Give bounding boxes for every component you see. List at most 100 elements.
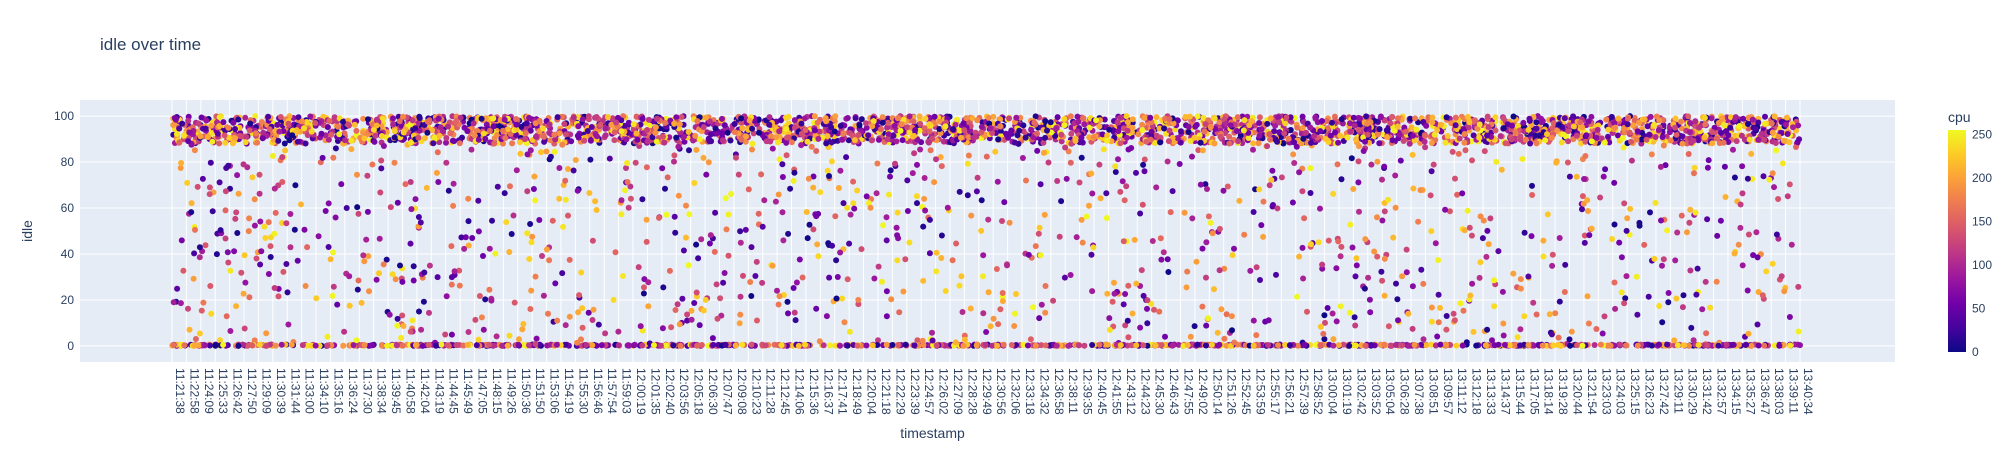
data-point [453, 342, 460, 348]
data-point [926, 121, 933, 128]
data-point [1519, 156, 1526, 162]
data-point [279, 179, 286, 185]
data-point [1344, 134, 1351, 141]
data-point [1399, 273, 1406, 280]
data-point [783, 139, 790, 146]
data-point [263, 330, 270, 337]
data-point [1317, 323, 1324, 330]
data-point [1605, 126, 1612, 133]
data-point [1755, 342, 1762, 349]
data-point [1720, 139, 1727, 146]
data-point [377, 189, 384, 196]
data-point [419, 342, 426, 349]
data-point [278, 341, 285, 348]
data-point [1660, 256, 1667, 263]
data-point [999, 290, 1006, 296]
data-point [1561, 289, 1568, 295]
data-point [1533, 140, 1540, 147]
data-point [1739, 163, 1746, 170]
data-point [1620, 144, 1627, 151]
data-point [1360, 148, 1367, 154]
data-point [489, 217, 495, 224]
data-point [649, 134, 656, 141]
data-point [253, 255, 260, 262]
data-point [602, 125, 609, 132]
data-point [1330, 336, 1337, 343]
data-point [303, 119, 310, 125]
data-point [274, 121, 281, 128]
data-point [846, 328, 853, 335]
data-point [1459, 190, 1466, 197]
data-point [516, 336, 522, 343]
data-point [1076, 179, 1083, 186]
data-point [1374, 158, 1381, 165]
data-point [1024, 342, 1031, 349]
data-point [920, 223, 927, 230]
data-point [562, 177, 569, 184]
data-point [1294, 293, 1301, 300]
data-point [287, 211, 294, 217]
data-point [922, 115, 929, 122]
data-point [225, 162, 232, 169]
data-point [1582, 138, 1589, 145]
data-point [1038, 342, 1045, 349]
data-point [680, 247, 687, 254]
data-point [1396, 131, 1403, 138]
data-point [801, 115, 808, 122]
data-point [722, 195, 729, 202]
data-point [1174, 135, 1181, 142]
data-point [845, 137, 852, 144]
data-point [1083, 213, 1090, 220]
data-point [1125, 334, 1132, 341]
data-point [639, 327, 646, 334]
data-point [604, 114, 611, 120]
data-point [1061, 122, 1068, 129]
data-point [1141, 114, 1148, 121]
data-point [205, 134, 211, 140]
data-point [1097, 195, 1104, 202]
data-point [1181, 209, 1188, 216]
data-point [1158, 256, 1165, 263]
data-point [304, 132, 311, 139]
data-point [887, 173, 893, 180]
data-point [1000, 341, 1007, 348]
data-point [717, 295, 724, 302]
data-point [724, 129, 731, 136]
data-point [914, 161, 920, 168]
data-point [989, 130, 996, 136]
data-point [1036, 224, 1043, 231]
data-point [814, 119, 821, 126]
data-point [910, 118, 917, 125]
data-point [398, 122, 405, 129]
data-point [1760, 136, 1767, 143]
data-point [194, 183, 201, 190]
data-point [262, 235, 269, 241]
data-point [1568, 328, 1575, 335]
data-point [713, 281, 720, 288]
data-point [1457, 300, 1464, 307]
data-point [602, 330, 609, 337]
data-point [1679, 133, 1686, 140]
data-point [206, 342, 213, 349]
data-point [380, 143, 387, 149]
data-point [508, 231, 515, 237]
data-point [1202, 181, 1209, 188]
data-point [294, 138, 301, 145]
data-point [814, 241, 821, 248]
data-point [1795, 328, 1802, 335]
data-point [1708, 115, 1715, 122]
data-point [925, 139, 932, 146]
data-point [1701, 134, 1708, 141]
data-point [1405, 310, 1412, 317]
data-point [1696, 124, 1702, 131]
data-point [1073, 234, 1080, 241]
data-point [1714, 232, 1721, 239]
data-point [663, 211, 670, 218]
data-point [1112, 163, 1119, 170]
data-point [712, 209, 719, 216]
data-point [1282, 341, 1289, 348]
data-point [1608, 114, 1615, 120]
data-point [1079, 239, 1086, 246]
data-point [1766, 176, 1773, 183]
data-point [1265, 317, 1272, 324]
